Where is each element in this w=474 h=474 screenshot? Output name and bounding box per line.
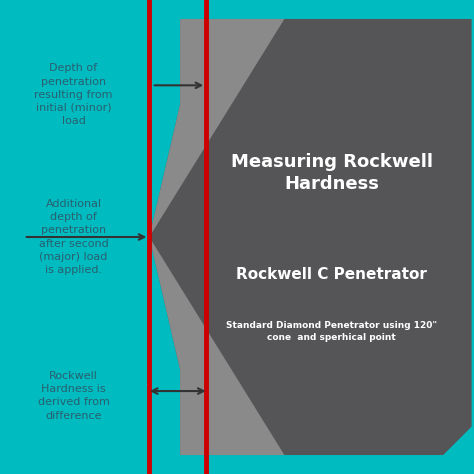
Polygon shape xyxy=(149,19,472,455)
Polygon shape xyxy=(149,19,284,237)
Text: Rockwell
Hardness is
derived from
difference: Rockwell Hardness is derived from differ… xyxy=(37,371,109,420)
Text: Additional
depth of
penetration
after second
(major) load
is applied.: Additional depth of penetration after se… xyxy=(38,199,109,275)
Text: Standard Diamond Penetrator using 120"
cone  and sperhical point: Standard Diamond Penetrator using 120" c… xyxy=(226,321,438,342)
Text: Measuring Rockwell
Hardness: Measuring Rockwell Hardness xyxy=(231,153,433,193)
Polygon shape xyxy=(149,237,284,455)
Text: Depth of
penetration
resulting from
initial (minor)
load: Depth of penetration resulting from init… xyxy=(34,64,113,126)
Text: Rockwell C Penetrator: Rockwell C Penetrator xyxy=(237,267,427,283)
